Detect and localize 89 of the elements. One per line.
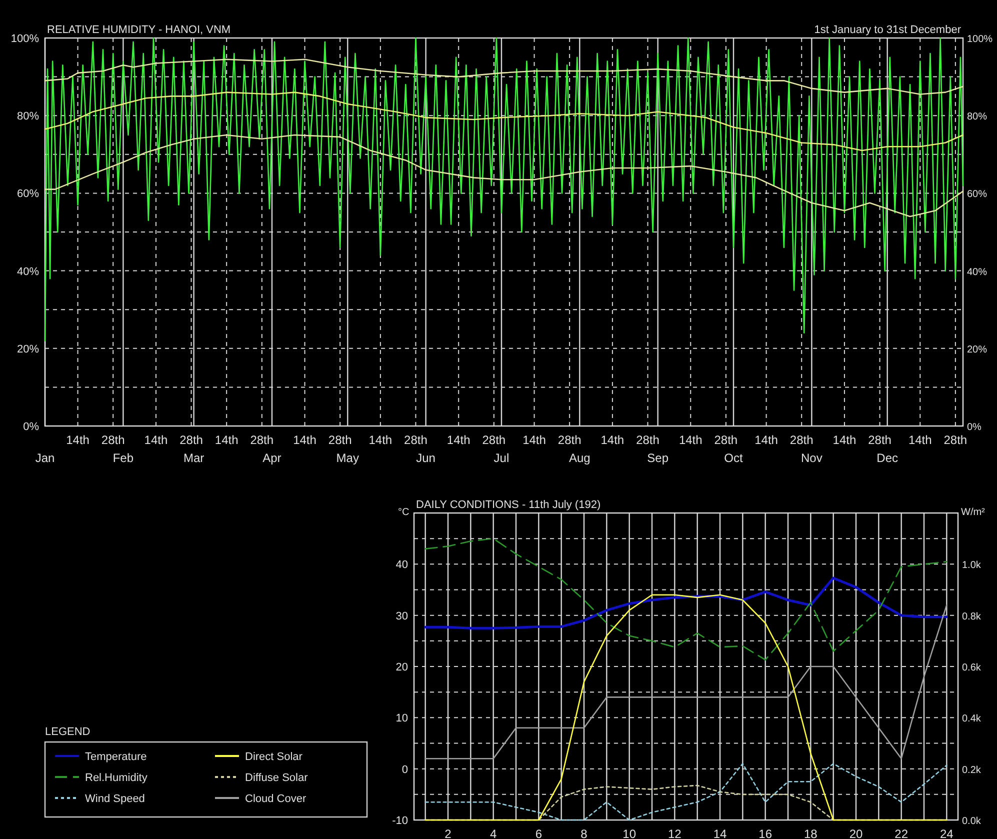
x-tick-label: 28th — [482, 433, 506, 447]
text: May — [336, 451, 359, 465]
y-tick-label: 60% — [16, 188, 40, 200]
legend-label: Cloud Cover — [245, 793, 306, 805]
x-tick-label: 28th — [180, 433, 203, 447]
y2-tick-label: 0.4k — [962, 714, 982, 725]
x-tick-label: 24 — [940, 827, 954, 839]
x-tick-label: 28th — [868, 433, 892, 447]
text: Mar — [183, 451, 204, 465]
x-tick-label: 28th — [101, 433, 125, 447]
text: Oct — [724, 451, 744, 465]
x-tick-label: 14th — [908, 433, 932, 447]
chart-title: DAILY CONDITIONS - 11th July (192) — [416, 499, 601, 511]
legend-label: Diffuse Solar — [245, 772, 308, 784]
y2-tick-label: 0.2k — [962, 764, 982, 776]
line-series — [424, 763, 948, 821]
x-tick-label: 28th — [404, 433, 428, 447]
y-tick-label: 0 — [402, 764, 408, 776]
text: Sep — [647, 451, 669, 465]
y-tick-label: 100% — [10, 33, 40, 45]
x-tick-label: 10 — [622, 827, 636, 839]
y-tick-label: 10 — [396, 712, 408, 725]
x-tick-label: 28th — [790, 433, 814, 447]
x-tick-label: 20 — [849, 827, 863, 839]
y-tick-label: 30 — [396, 610, 408, 622]
x-tick-label: 28th — [328, 433, 352, 447]
text: Feb — [112, 451, 134, 465]
x-tick-label: 6 — [535, 827, 542, 839]
x-tick-label: 14th — [293, 433, 316, 447]
y2-tick-label: 40% — [967, 266, 988, 278]
text: Dec — [876, 451, 898, 465]
y2-tick-label: 60% — [967, 189, 988, 200]
x-tick-label: 14th — [66, 433, 90, 447]
y2-tick-label: 0.8k — [962, 611, 982, 622]
y-axis-title: °C — [398, 507, 410, 518]
x-tick-label: 14th — [144, 433, 168, 447]
y2-tick-label: 0.6k — [962, 662, 982, 674]
x-tick-label: 28th — [636, 433, 660, 447]
legend-label: Rel.Humidity — [85, 772, 148, 784]
x-tick-label: 14 — [713, 827, 727, 839]
y-tick-label: -10 — [392, 815, 408, 827]
x-tick-label: 14th — [754, 433, 778, 447]
x-tick-label: 28th — [558, 433, 582, 447]
x-tick-label: 14th — [678, 433, 702, 447]
y-tick-label: 80% — [16, 110, 40, 123]
y2-tick-label: 1.0k — [962, 560, 982, 572]
y-tick-label: 0% — [23, 421, 40, 433]
legend-label: Temperature — [85, 751, 147, 763]
x-tick-label: 4 — [490, 827, 497, 839]
x-tick-label: 14th — [214, 433, 238, 447]
text: Jun — [416, 451, 436, 465]
line-series — [424, 594, 948, 821]
legend-label: Wind Speed — [85, 793, 145, 805]
y2-axis-title: W/m² — [961, 507, 986, 518]
x-tick-label: 14th — [368, 433, 392, 447]
y2-tick-label: 0.0k — [962, 816, 982, 827]
x-tick-label: 28th — [250, 433, 274, 447]
x-tick-label: 28th — [714, 433, 738, 447]
line-series — [424, 576, 948, 630]
y-tick-label: 20 — [396, 662, 408, 674]
text: Apr — [262, 451, 282, 465]
y2-tick-label: 20% — [967, 344, 988, 356]
y-tick-label: 40 — [396, 559, 408, 572]
y2-tick-label: 0% — [967, 422, 982, 433]
x-tick-label: 14th — [832, 433, 856, 447]
x-tick-label: 22 — [894, 827, 908, 839]
text: Jan — [35, 451, 55, 465]
line-series — [424, 604, 948, 760]
x-tick-label: 2 — [444, 827, 452, 839]
y-tick-label: 40% — [16, 266, 40, 278]
y-tick-label: 20% — [16, 343, 40, 356]
x-tick-label: 16 — [758, 827, 772, 839]
legend-title: LEGEND — [45, 726, 90, 738]
x-tick-label: 14th — [446, 433, 470, 447]
y2-tick-label: 100% — [967, 34, 993, 45]
text: Aug — [568, 451, 590, 465]
legend-label: Direct Solar — [245, 751, 303, 763]
x-tick-label: 8 — [580, 827, 588, 839]
line-series — [424, 538, 948, 660]
x-tick-label: 18 — [804, 827, 818, 839]
x-tick-label: 12 — [668, 827, 682, 839]
text: Nov — [801, 451, 822, 465]
chart-title: RELATIVE HUMIDITY - HANOI, VNM — [47, 24, 231, 36]
x-tick-label: 28th — [944, 433, 968, 447]
x-tick-label: 14th — [522, 433, 546, 447]
y2-tick-label: 80% — [967, 112, 988, 123]
x-tick-label: 14th — [600, 433, 624, 447]
chart-subtitle: 1st January to 31st December — [814, 24, 962, 36]
text: Jul — [494, 451, 510, 465]
